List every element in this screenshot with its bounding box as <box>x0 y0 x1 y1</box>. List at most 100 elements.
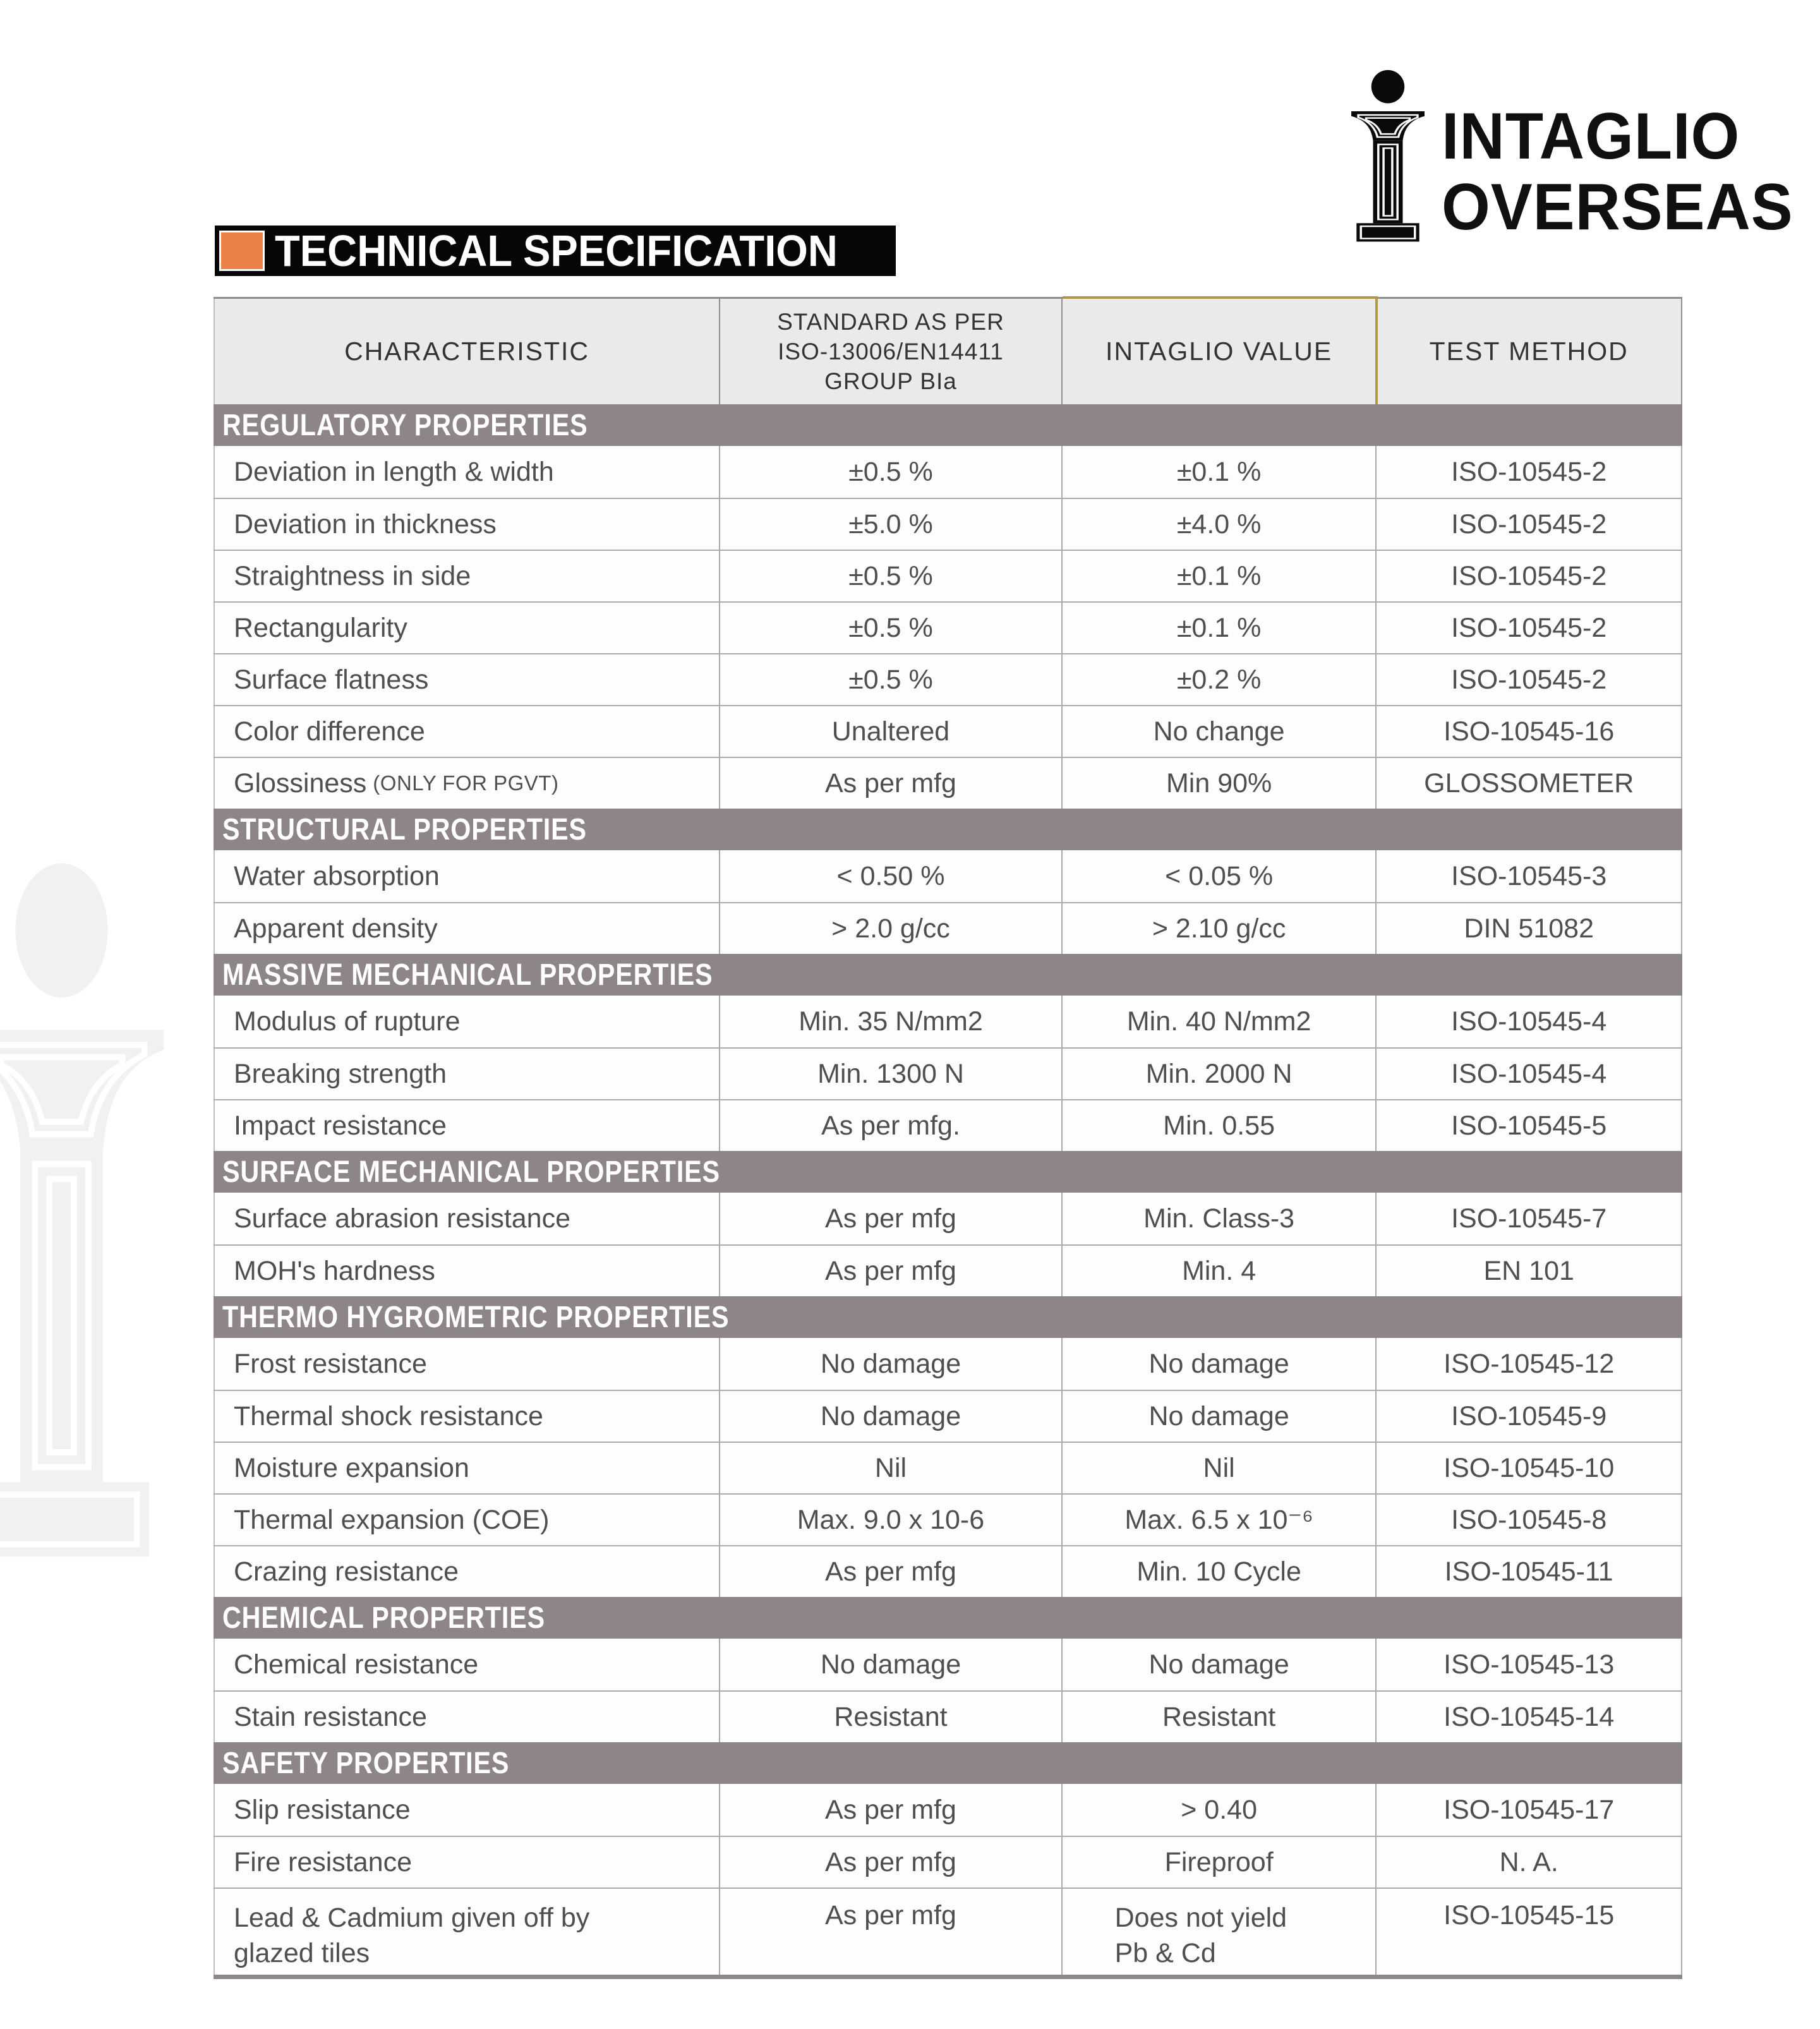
standard-cell: No damage <box>720 1338 1063 1390</box>
standard-cell: As per mfg. <box>720 1100 1063 1151</box>
characteristic-cell: Thermal shock resistance <box>214 1391 721 1442</box>
table-row: Slip resistance As per mfg > 0.40 ISO-10… <box>214 1784 1682 1836</box>
standard-value: No damage <box>820 1400 961 1431</box>
section-header-safety: SAFETY PROPERTIES <box>214 1742 1682 1784</box>
characteristic-cell: Breaking strength <box>214 1049 721 1099</box>
test-method-value: ISO-10545-2 <box>1451 560 1607 591</box>
test-method-cell: ISO-10545-9 <box>1377 1391 1682 1442</box>
standard-cell: As per mfg <box>720 1889 1063 1975</box>
standard-value: As per mfg <box>825 1203 956 1234</box>
table-row: Glossiness (ONLY FOR PGVT) As per mfg Min… <box>214 757 1682 809</box>
section-header-structural: STRUCTURAL PROPERTIES <box>214 809 1682 850</box>
characteristic-label: Apparent density <box>234 913 438 944</box>
section-rows-surface-mechanical: Surface abrasion resistance As per mfg M… <box>214 1193 1682 1296</box>
intaglio-cell: Resistant <box>1063 1692 1377 1742</box>
intaglio-value: Min. 0.55 <box>1163 1110 1275 1141</box>
intaglio-cell: Fireproof <box>1063 1837 1377 1888</box>
section-rows-safety: Slip resistance As per mfg > 0.40 ISO-10… <box>214 1784 1682 1975</box>
test-method-cell: ISO-10545-8 <box>1377 1495 1682 1545</box>
test-method-value: ISO-10545-10 <box>1443 1452 1615 1483</box>
table-row: Color difference Unaltered No change ISO… <box>214 705 1682 757</box>
test-method-value: ISO-10545-9 <box>1451 1400 1607 1431</box>
standard-value: < 0.50 % <box>836 860 945 891</box>
section-header-surface-mechanical: SURFACE MECHANICAL PROPERTIES <box>214 1151 1682 1193</box>
intaglio-value: No change <box>1153 716 1285 747</box>
standard-cell: As per mfg <box>720 1546 1063 1597</box>
characteristic-cell: Frost resistance <box>214 1338 721 1390</box>
section-rows-chemical: Chemical resistance No damage No damage … <box>214 1639 1682 1742</box>
test-method-value: N. A. <box>1499 1846 1558 1877</box>
standard-value: Max. 9.0 x 10-6 <box>797 1504 985 1535</box>
test-method-cell: GLOSSOMETER <box>1377 758 1682 809</box>
standard-cell: No damage <box>720 1391 1063 1442</box>
standard-value: As per mfg <box>825 1255 956 1286</box>
intaglio-cell: ±4.0 % <box>1063 499 1377 550</box>
characteristic-cell: Glossiness (ONLY FOR PGVT) <box>214 758 721 809</box>
characteristic-label: Breaking strength <box>234 1058 447 1089</box>
characteristic-cell: Apparent density <box>214 903 721 954</box>
section-title: SURFACE MECHANICAL PROPERTIES <box>222 1155 720 1189</box>
intaglio-cell: > 0.40 <box>1063 1784 1377 1836</box>
intaglio-value: > 2.10 g/cc <box>1152 913 1286 944</box>
test-method-cell: ISO-10545-11 <box>1377 1546 1682 1597</box>
characteristic-note: (ONLY FOR PGVT) <box>373 771 559 795</box>
standard-cell: Unaltered <box>720 706 1063 757</box>
characteristic-cell: Slip resistance <box>214 1784 721 1836</box>
standard-cell: ±0.5 % <box>720 551 1063 601</box>
standard-cell: ±0.5 % <box>720 654 1063 705</box>
characteristic-cell: Surface abrasion resistance <box>214 1193 721 1244</box>
standard-value: As per mfg <box>825 1794 956 1825</box>
intaglio-cell: ±0.1 % <box>1063 446 1377 498</box>
intaglio-value: Max. 6.5 x 10⁻⁶ <box>1124 1505 1313 1535</box>
intaglio-value: Nil <box>1203 1452 1235 1483</box>
table-row: Deviation in length & width ±0.5 % ±0.1 … <box>214 446 1682 498</box>
test-method-cell: N. A. <box>1377 1837 1682 1888</box>
test-method-cell: ISO-10545-16 <box>1377 706 1682 757</box>
table-row: Frost resistance No damage No damage ISO… <box>214 1338 1682 1390</box>
test-method-value: ISO-10545-4 <box>1451 1006 1607 1037</box>
intaglio-cell: No damage <box>1063 1639 1377 1690</box>
intaglio-value: ±4.0 % <box>1176 509 1262 539</box>
characteristic-label: Slip resistance <box>234 1794 411 1825</box>
characteristic-label: Frost resistance <box>234 1348 427 1379</box>
table-row: Apparent density > 2.0 g/cc > 2.10 g/cc … <box>214 902 1682 954</box>
intaglio-cell: Does not yield Pb & Cd <box>1063 1889 1377 1975</box>
intaglio-cell: Nil <box>1063 1443 1377 1493</box>
intaglio-value: Min 90% <box>1166 768 1272 798</box>
characteristic-label: Thermal expansion (COE) <box>234 1504 550 1535</box>
standard-value: > 2.0 g/cc <box>831 913 950 944</box>
standard-value: Unaltered <box>831 716 950 747</box>
characteristic-label: Water absorption <box>234 860 440 891</box>
standard-cell: ±0.5 % <box>720 446 1063 498</box>
section-title: CHEMICAL PROPERTIES <box>222 1601 546 1635</box>
test-method-cell: DIN 51082 <box>1377 903 1682 954</box>
test-method-value: ISO-10545-12 <box>1443 1348 1615 1379</box>
test-method-value: ISO-10545-3 <box>1451 860 1607 891</box>
standard-value: ±0.5 % <box>848 612 933 643</box>
test-method-value: ISO-10545-2 <box>1451 509 1607 539</box>
intaglio-value: Does not yield Pb & Cd <box>1114 1903 1287 1968</box>
section-header-chemical: CHEMICAL PROPERTIES <box>214 1597 1682 1639</box>
gold-accent-line-top <box>1062 296 1377 299</box>
characteristic-label: Surface abrasion resistance <box>234 1203 571 1234</box>
characteristic-cell: Moisture expansion <box>214 1443 721 1493</box>
brand-logo: INTAGLIO OVERSEAS <box>1344 68 1812 253</box>
characteristic-label: Modulus of rupture <box>234 1006 461 1037</box>
characteristic-label: Thermal shock resistance <box>234 1400 543 1431</box>
characteristic-cell: Modulus of rupture <box>214 996 721 1047</box>
test-method-value: DIN 51082 <box>1464 913 1594 944</box>
specification-table: CHARACTERISTIC STANDARD AS PER ISO-13006… <box>214 296 1682 1979</box>
intaglio-value: No damage <box>1148 1348 1289 1379</box>
test-method-cell: ISO-10545-17 <box>1377 1784 1682 1836</box>
test-method-cell: ISO-10545-2 <box>1377 499 1682 550</box>
test-method-cell: ISO-10545-4 <box>1377 1049 1682 1099</box>
intaglio-cell: No damage <box>1063 1338 1377 1390</box>
intaglio-value: Min. 40 N/mm2 <box>1126 1006 1311 1037</box>
standard-cell: < 0.50 % <box>720 850 1063 902</box>
characteristic-label: Surface flatness <box>234 664 429 695</box>
table-row: Lead & Cadmium given off by glazed tiles… <box>214 1888 1682 1975</box>
intaglio-value: < 0.05 % <box>1165 860 1274 891</box>
intaglio-value: > 0.40 <box>1181 1794 1257 1825</box>
title-bar: TECHNICAL SPECIFICATION <box>215 226 896 276</box>
